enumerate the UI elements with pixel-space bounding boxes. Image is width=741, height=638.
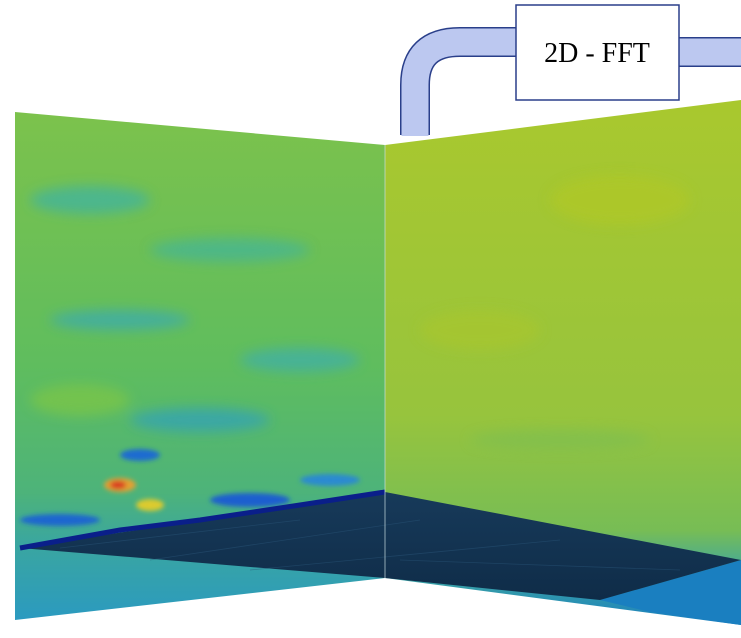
fft-box bbox=[515, 4, 680, 101]
left-plane bbox=[15, 112, 385, 620]
right-lower-region bbox=[600, 560, 741, 625]
right-plane bbox=[385, 100, 741, 625]
pipe bbox=[400, 27, 741, 136]
fft-label: 2D - FFT bbox=[544, 38, 650, 69]
sea-surface bbox=[19, 489, 741, 600]
